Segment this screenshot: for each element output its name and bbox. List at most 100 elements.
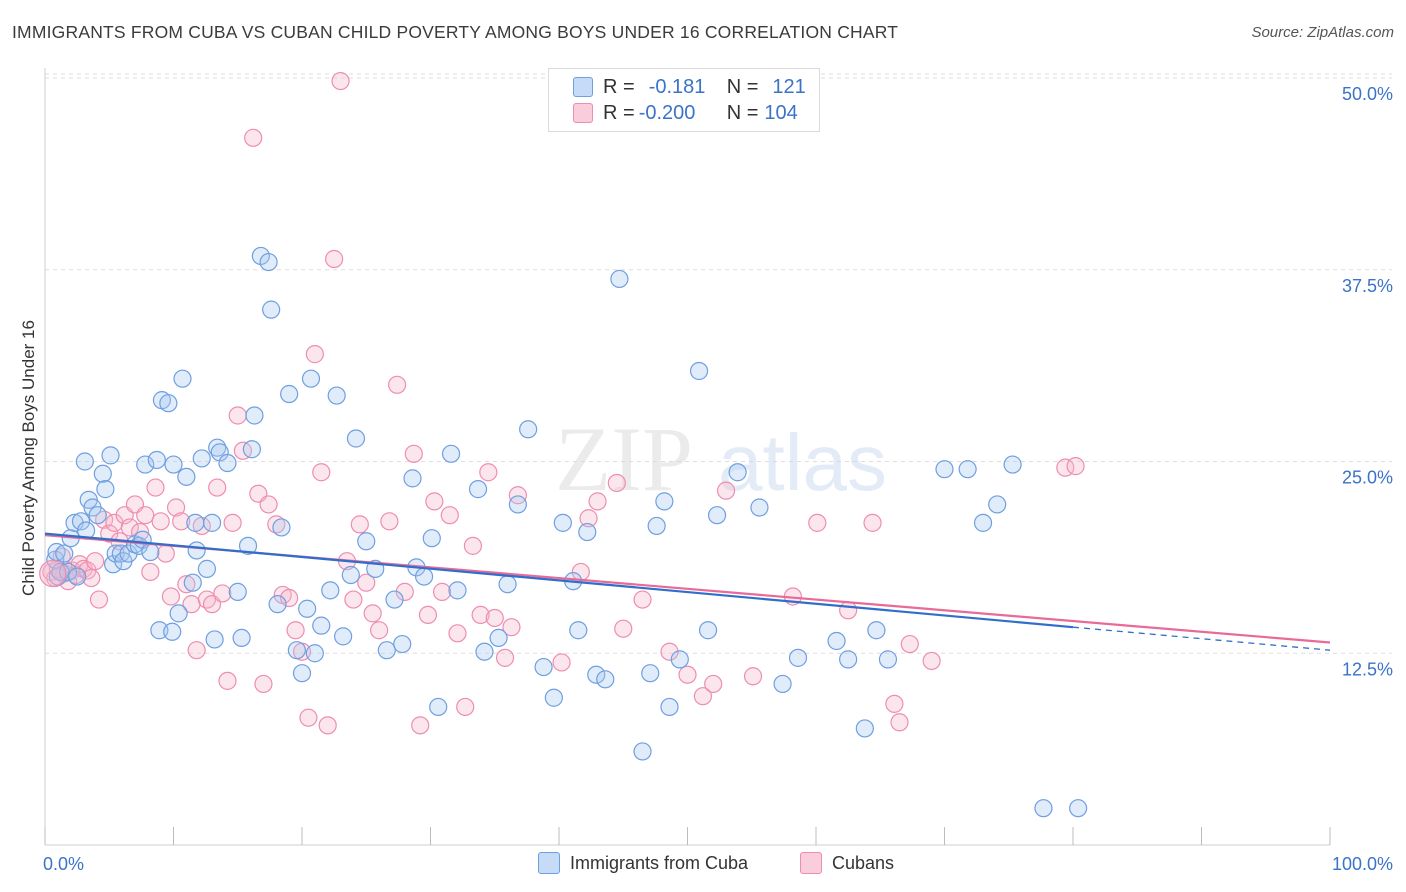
point-cuba-immigrants bbox=[141, 542, 160, 562]
point-cubans bbox=[267, 515, 286, 534]
point-cubans bbox=[678, 665, 697, 684]
point-cuba-immigrants bbox=[68, 567, 87, 586]
point-cuba-immigrants bbox=[301, 369, 321, 388]
point-cuba-immigrants bbox=[106, 544, 125, 563]
legend-r-value: -0.200 bbox=[638, 101, 696, 124]
point-cubans bbox=[411, 716, 430, 735]
point-cubans bbox=[508, 486, 527, 505]
point-cuba-immigrants bbox=[197, 559, 217, 578]
point-cubans bbox=[177, 575, 196, 594]
point-cuba-immigrants bbox=[88, 506, 107, 525]
point-cubans bbox=[456, 697, 475, 717]
point-cubans bbox=[344, 590, 363, 609]
point-cubans bbox=[552, 653, 571, 672]
point-cubans bbox=[471, 605, 490, 625]
point-cubans bbox=[331, 71, 350, 91]
point-cubans bbox=[172, 512, 191, 531]
point-cubans bbox=[254, 674, 273, 694]
point-cuba-immigrants bbox=[71, 512, 91, 531]
legend-n-label: N = bbox=[726, 75, 759, 98]
point-cuba-immigrants bbox=[192, 449, 211, 468]
point-cuba-immigrants bbox=[341, 565, 360, 585]
point-cubans bbox=[141, 562, 160, 582]
legend-r-value: -0.181 bbox=[648, 75, 706, 98]
point-cuba-immigrants bbox=[855, 719, 874, 738]
y-tick-label: 25.0% bbox=[1342, 468, 1393, 488]
point-cuba-immigrants bbox=[773, 674, 792, 694]
y-tick-label: 37.5% bbox=[1342, 276, 1393, 296]
point-cuba-immigrants bbox=[159, 394, 178, 413]
point-cuba-immigrants bbox=[177, 467, 196, 486]
watermark: ZIP atlas bbox=[555, 408, 887, 510]
point-cuba-immigrants bbox=[988, 495, 1007, 514]
axes bbox=[44, 68, 1331, 846]
point-cuba-immigrants bbox=[75, 452, 94, 471]
point-cuba-immigrants bbox=[357, 532, 376, 551]
point-cubans bbox=[432, 582, 452, 601]
point-cuba-immigrants bbox=[878, 650, 898, 669]
point-cuba-immigrants bbox=[519, 420, 538, 439]
point-cubans bbox=[607, 473, 626, 493]
point-cuba-immigrants bbox=[596, 670, 615, 689]
point-cuba-immigrants bbox=[346, 429, 366, 448]
x-tick-label: 100.0% bbox=[1332, 854, 1393, 874]
point-cubans bbox=[280, 588, 299, 608]
point-cubans bbox=[463, 536, 483, 555]
point-cubans bbox=[588, 492, 607, 511]
point-cubans bbox=[885, 694, 904, 713]
point-cuba-immigrants bbox=[164, 455, 183, 474]
point-cuba-immigrants bbox=[698, 621, 718, 640]
bottom-legend-label: Immigrants from Cuba bbox=[570, 852, 749, 873]
bottom-legend-swatch-pink bbox=[800, 852, 822, 874]
point-cuba-immigrants bbox=[187, 541, 206, 560]
point-cubans bbox=[187, 641, 206, 660]
point-cubans bbox=[325, 249, 344, 269]
legend-n-label: N = bbox=[726, 101, 759, 124]
point-cubans bbox=[151, 512, 170, 531]
point-cuba-immigrants bbox=[641, 664, 660, 683]
point-cuba-immigrants bbox=[119, 544, 138, 563]
point-cuba-immigrants bbox=[173, 369, 192, 388]
point-cuba-immigrants bbox=[334, 627, 353, 646]
chart-title: IMMIGRANTS FROM CUBA VS CUBAN CHILD POVE… bbox=[12, 22, 899, 42]
point-cubans bbox=[839, 601, 858, 620]
point-cubans bbox=[228, 406, 247, 425]
point-cuba-immigrants bbox=[578, 522, 597, 542]
point-cuba-immigrants bbox=[393, 634, 412, 654]
point-cuba-immigrants bbox=[292, 664, 312, 683]
point-cuba-immigrants bbox=[245, 406, 264, 425]
point-cuba-immigrants bbox=[1003, 455, 1022, 474]
bottom-legend-label: Cubans bbox=[832, 852, 895, 873]
bottom-legend-cuba-immigrants: Immigrants from Cuba bbox=[538, 852, 748, 874]
point-cubans bbox=[1066, 457, 1085, 476]
point-cuba-immigrants bbox=[441, 444, 461, 463]
point-cubans bbox=[922, 651, 941, 671]
point-cubans bbox=[363, 604, 382, 623]
x-tick-label: 0.0% bbox=[43, 854, 84, 874]
point-cuba-immigrants bbox=[670, 650, 689, 669]
point-cuba-immigrants bbox=[569, 621, 588, 640]
point-cubans bbox=[693, 687, 713, 706]
point-cubans bbox=[213, 584, 232, 603]
point-cubans bbox=[890, 713, 909, 732]
point-cubans bbox=[404, 444, 423, 463]
point-cubans bbox=[479, 463, 498, 482]
point-cuba-immigrants bbox=[707, 506, 727, 525]
point-cubans bbox=[136, 506, 155, 525]
point-cuba-immigrants bbox=[287, 641, 306, 660]
point-cubans bbox=[233, 441, 252, 460]
grid-lines bbox=[45, 73, 1392, 654]
point-cubans bbox=[299, 708, 318, 727]
point-cubans bbox=[614, 619, 633, 638]
point-cuba-immigrants bbox=[633, 742, 652, 761]
point-cuba-immigrants bbox=[429, 697, 448, 717]
point-cuba-immigrants bbox=[489, 628, 508, 648]
point-cubans bbox=[370, 621, 389, 640]
point-cubans bbox=[86, 552, 105, 571]
point-cubans bbox=[633, 590, 652, 609]
point-cuba-immigrants bbox=[169, 604, 188, 623]
point-cuba-immigrants bbox=[587, 665, 606, 684]
y-tick-label: 50.0% bbox=[1342, 84, 1393, 104]
point-cuba-immigrants bbox=[839, 650, 858, 669]
